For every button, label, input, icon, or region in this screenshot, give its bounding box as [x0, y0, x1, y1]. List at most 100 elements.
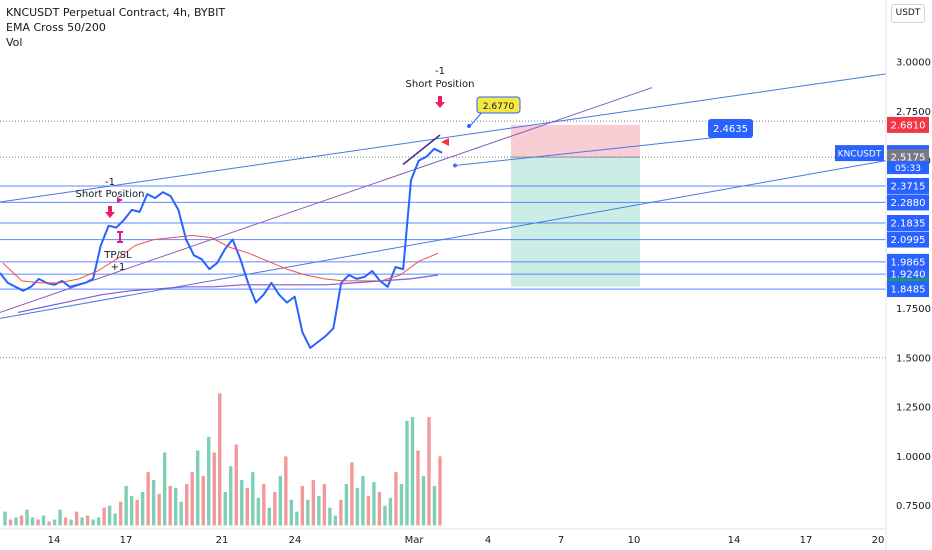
- price-axis-badge-text: 2.1835: [891, 219, 926, 230]
- volume-bar: [14, 517, 18, 526]
- volume-bar: [333, 515, 338, 526]
- time-tick-label: 4: [485, 535, 491, 546]
- volume-bar: [196, 450, 200, 526]
- volume-bar: [366, 495, 371, 526]
- volume-bar: [229, 466, 233, 526]
- price-axis-labels: 2.68102.53802.51752.37152.28802.18352.09…: [835, 116, 929, 298]
- indicator-ema-cross[interactable]: EMA Cross 50/200: [6, 21, 106, 34]
- volume-bar: [361, 476, 365, 526]
- price-axis-badge: [887, 253, 929, 270]
- time-tick-label: 21: [216, 535, 229, 546]
- price-axis-badge-text: 1.8485: [891, 285, 926, 296]
- volume-bar: [311, 480, 316, 526]
- volume-bar: [300, 485, 305, 526]
- volume-bar: [267, 507, 272, 526]
- volume-layer: [3, 393, 442, 526]
- volume-bar: [207, 436, 211, 526]
- volume-bar: [328, 507, 332, 526]
- volume-bar: [251, 472, 255, 526]
- time-tick-label: 14: [728, 535, 741, 546]
- volume-bar: [185, 484, 189, 526]
- short-arrow-icon: [105, 206, 115, 218]
- trendline-anchor[interactable]: [453, 163, 457, 168]
- volume-bar: [157, 493, 161, 526]
- volume-bar: [410, 416, 415, 526]
- tpsl-label: TP/SL: [103, 250, 132, 261]
- volume-bar: [52, 519, 57, 526]
- volume-bar: [151, 480, 156, 526]
- volume-bar: [383, 505, 387, 526]
- indicator-volume[interactable]: Vol: [6, 36, 23, 49]
- volume-bar: [405, 420, 409, 526]
- price-tick-label: 1.2500: [896, 403, 931, 414]
- tpsl-qty-label: +1: [111, 262, 126, 273]
- currency-button[interactable]: USDT: [891, 4, 925, 23]
- price-callout[interactable]: [708, 119, 753, 138]
- volume-bar: [36, 519, 40, 526]
- volume-bar: [421, 476, 426, 526]
- trendlines[interactable]: [0, 73, 887, 319]
- short-position-label: Short Position: [406, 79, 475, 90]
- price-axis-badge: [887, 177, 929, 194]
- volume-bar: [322, 484, 327, 526]
- price-axis-badge: [887, 281, 929, 298]
- volume-bar: [344, 484, 349, 526]
- volume-bar: [124, 485, 128, 526]
- price-tick-label: 0.7500: [896, 501, 931, 512]
- volume-bar: [427, 416, 431, 526]
- volume-bar: [306, 499, 310, 526]
- symbol-badge[interactable]: [835, 145, 884, 162]
- time-axis[interactable]: 14 17 21 24 Mar 4 7 10 14 17 20: [48, 535, 885, 546]
- volume-bar: [25, 509, 29, 526]
- volume-bar: [8, 519, 13, 526]
- stop-loss-zone[interactable]: [511, 124, 640, 158]
- volume-bar: [245, 487, 249, 526]
- volume-bar: [295, 511, 299, 526]
- volume-bar: [74, 511, 79, 526]
- volume-bar: [91, 519, 95, 526]
- volume-bar: [168, 485, 172, 526]
- series-line: [0, 147, 443, 349]
- volume-bar: [416, 450, 420, 526]
- time-tick-label: 7: [558, 535, 564, 546]
- volume-bar: [350, 462, 354, 526]
- countdown-text: 05:33: [895, 164, 921, 174]
- time-tick-label: 24: [289, 535, 302, 546]
- trendline[interactable]: [0, 73, 887, 203]
- volume-bar: [372, 482, 376, 526]
- volume-bar: [201, 476, 205, 526]
- trendline[interactable]: [402, 134, 441, 166]
- time-tick-label: 14: [48, 535, 61, 546]
- volume-bar: [69, 519, 73, 526]
- take-profit-zone[interactable]: [511, 157, 640, 287]
- volume-bar: [85, 515, 90, 526]
- volume-bar: [289, 499, 294, 526]
- short-position-label: Short Position: [76, 189, 145, 200]
- price-axis-badge-text: 1.9865: [891, 257, 926, 268]
- price-tick-label: 1.7500: [896, 304, 931, 315]
- price-axis-badge-text: 2.6810: [891, 120, 926, 131]
- entry-marker-icon: [441, 138, 449, 146]
- volume-bar: [278, 476, 283, 526]
- short-qty-label: -1: [435, 66, 445, 77]
- price-axis-badge: [887, 266, 929, 283]
- position-zones[interactable]: [511, 124, 640, 287]
- callout-anchor: [467, 124, 471, 128]
- price-axis-badge: [887, 215, 929, 232]
- time-tick-label: 17: [120, 535, 133, 546]
- trendline[interactable]: [0, 160, 887, 319]
- volume-bar: [58, 509, 62, 526]
- trendline[interactable]: [0, 87, 653, 313]
- price-tick-label: 1.5000: [896, 353, 931, 364]
- volume-bar: [234, 444, 238, 526]
- volume-bar: [102, 507, 106, 526]
- trendline[interactable]: [454, 136, 726, 167]
- price-callout[interactable]: [476, 96, 521, 114]
- chart-title[interactable]: KNCUSDT Perpetual Contract, 4h, BYBIT: [6, 6, 226, 19]
- volume-bar: [240, 480, 244, 526]
- volume-bar: [19, 515, 24, 526]
- price-axis-badge-text: 2.0995: [891, 235, 926, 246]
- volume-bar: [223, 491, 227, 526]
- price-axis-badge-text: 2.5175: [891, 153, 926, 164]
